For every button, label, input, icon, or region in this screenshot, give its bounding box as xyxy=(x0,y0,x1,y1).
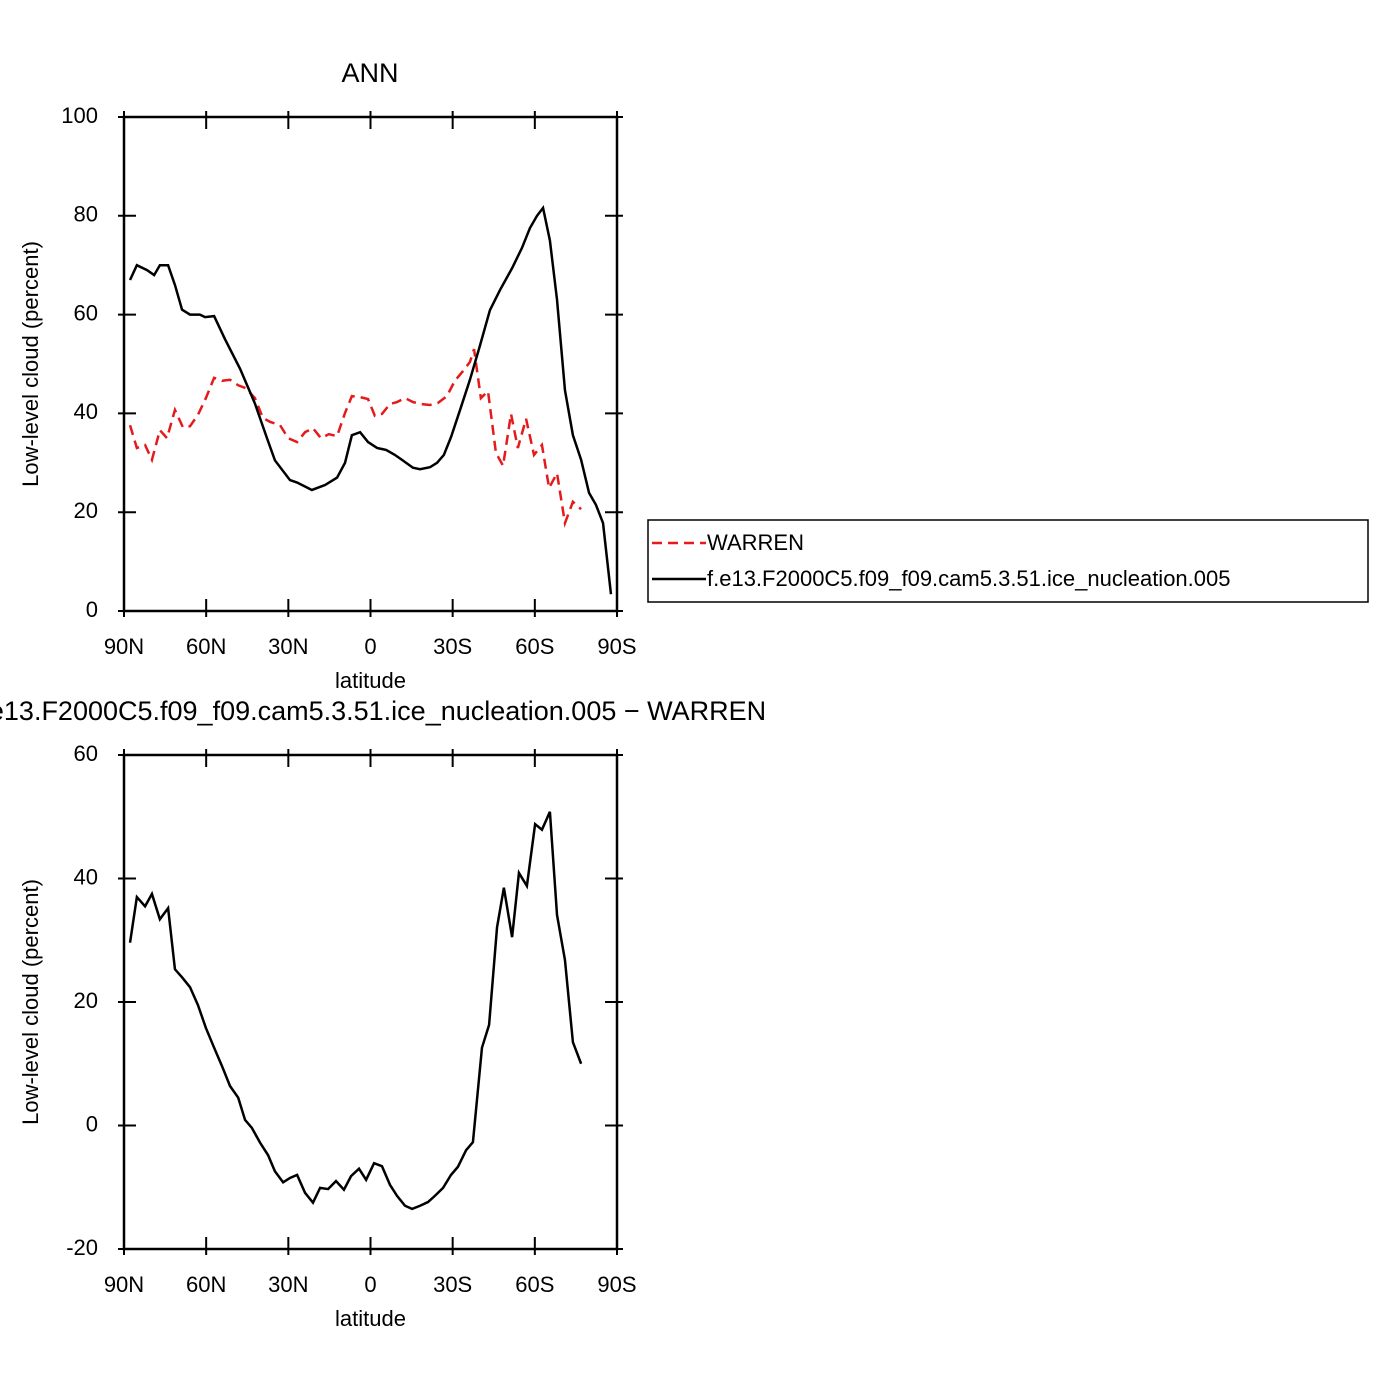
y-tick-label: 20 xyxy=(74,988,98,1013)
x-tick-label: 90N xyxy=(104,1272,144,1297)
y-tick-label: 40 xyxy=(74,399,98,424)
y-tick-label: 60 xyxy=(74,741,98,766)
x-tick-label: 60S xyxy=(515,1272,554,1297)
y-axis-label: Low-level cloud (percent) xyxy=(18,879,43,1125)
data-line xyxy=(128,348,582,528)
x-tick-label: 30S xyxy=(433,634,472,659)
y-tick-label: 0 xyxy=(86,597,98,622)
x-tick-label: 90S xyxy=(597,1272,636,1297)
x-tick-label: 30N xyxy=(268,634,308,659)
x-tick-label: 60N xyxy=(186,1272,226,1297)
x-tick-label: 90N xyxy=(104,634,144,659)
x-tick-label: 30N xyxy=(268,1272,308,1297)
y-tick-label: 100 xyxy=(61,103,98,128)
y-axis-label: Low-level cloud (percent) xyxy=(18,241,43,487)
y-tick-label: 40 xyxy=(74,864,98,889)
plot-frame xyxy=(122,115,619,613)
y-tick-label: 60 xyxy=(74,300,98,325)
data-line xyxy=(128,811,583,1211)
x-axis-label: latitude xyxy=(335,1306,406,1331)
x-tick-label: 0 xyxy=(364,1272,376,1297)
x-tick-label: 30S xyxy=(433,1272,472,1297)
legend-box xyxy=(647,519,1369,603)
legend-label: WARREN xyxy=(707,530,804,555)
chart-title: f.e13.F2000C5.f09_f09.cam5.3.51.ice_nucl… xyxy=(0,696,766,726)
y-tick-label: -20 xyxy=(66,1235,98,1260)
legend-label: f.e13.F2000C5.f09_f09.cam5.3.51.ice_nucl… xyxy=(707,566,1231,591)
y-tick-label: 20 xyxy=(74,498,98,523)
x-tick-label: 90S xyxy=(597,634,636,659)
y-tick-label: 0 xyxy=(86,1111,98,1136)
x-tick-label: 60N xyxy=(186,634,226,659)
x-tick-label: 60S xyxy=(515,634,554,659)
y-tick-label: 80 xyxy=(74,202,98,227)
x-tick-label: 0 xyxy=(364,634,376,659)
x-axis-label: latitude xyxy=(335,668,406,693)
chart-title: ANN xyxy=(341,58,398,88)
data-line xyxy=(128,204,613,595)
